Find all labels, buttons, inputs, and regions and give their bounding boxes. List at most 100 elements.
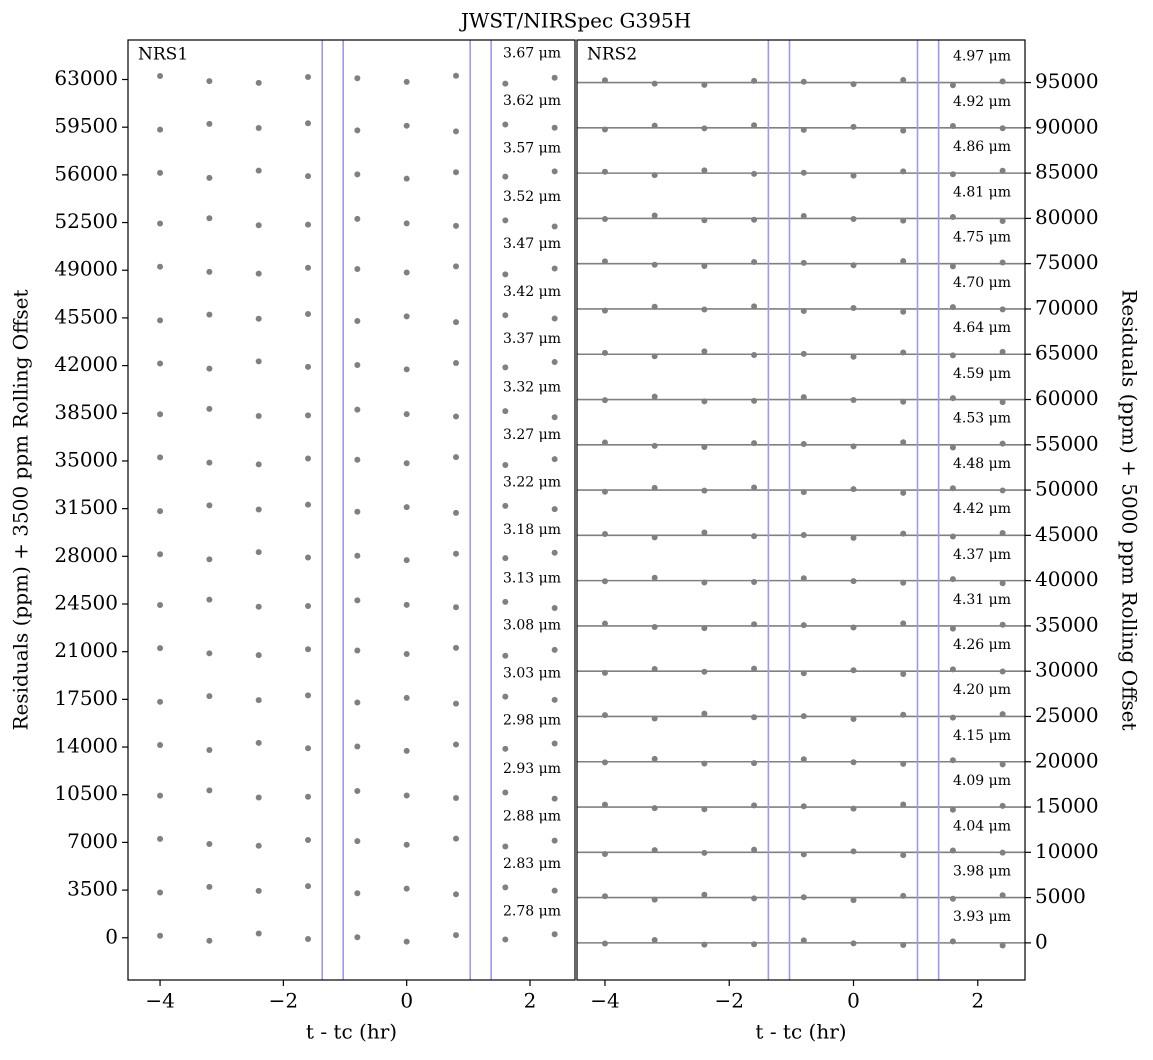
residual-point	[551, 549, 558, 556]
wavelength-label: 4.70 μm	[953, 275, 1011, 291]
residual-point	[900, 892, 907, 899]
residual-point	[651, 805, 658, 812]
residual-point	[701, 760, 708, 767]
residual-point	[403, 694, 410, 701]
residual-point	[255, 167, 262, 174]
x-tick-label: −2	[269, 989, 298, 1013]
residual-point	[502, 80, 509, 87]
residual-point	[900, 852, 907, 859]
residual-point	[551, 223, 558, 230]
wavelength-label: 3.18 μm	[503, 522, 561, 538]
residual-point	[751, 77, 758, 84]
residual-point	[850, 716, 857, 723]
residual-point	[701, 529, 708, 536]
residual-point	[800, 803, 807, 810]
residual-point	[999, 399, 1006, 406]
residual-point	[651, 755, 658, 762]
residual-point	[403, 504, 410, 511]
residual-point	[502, 693, 509, 700]
residual-point	[751, 941, 758, 948]
residual-point	[354, 699, 361, 706]
y-tick-label: 55000	[1035, 431, 1099, 455]
residual-point	[453, 741, 460, 748]
residual-point	[453, 604, 460, 611]
residual-point	[354, 318, 361, 325]
residual-point	[800, 670, 807, 677]
residual-point	[850, 397, 857, 404]
wavelength-label: 2.78 μm	[503, 903, 561, 919]
residual-point	[305, 692, 312, 699]
residual-point	[206, 311, 213, 318]
residual-point	[354, 171, 361, 178]
residual-point	[502, 408, 509, 415]
x-tick-label: 2	[971, 989, 984, 1013]
residual-point	[651, 442, 658, 449]
residual-point	[850, 486, 857, 493]
residual-point	[354, 127, 361, 134]
residual-point	[751, 714, 758, 721]
wavelength-label: 2.83 μm	[503, 856, 561, 872]
residual-point	[206, 747, 213, 754]
x-tick-label: 0	[847, 989, 860, 1013]
residual-point	[502, 121, 509, 128]
panel-title: NRS2	[587, 45, 637, 65]
residual-point	[305, 363, 312, 370]
residual-point	[701, 891, 708, 898]
residual-point	[354, 788, 361, 795]
x-tick-label: −4	[590, 989, 619, 1013]
residual-point	[850, 304, 857, 311]
residual-point	[551, 359, 558, 366]
residual-point	[949, 123, 956, 130]
residual-point	[701, 306, 708, 313]
y-tick-label: 49000	[54, 257, 118, 281]
y-tick-label: 95000	[1035, 69, 1099, 93]
residual-point	[949, 444, 956, 451]
residual-point	[305, 412, 312, 419]
y-tick-label: 35000	[1035, 612, 1099, 636]
residual-point	[601, 258, 608, 265]
residual-point	[601, 801, 608, 808]
residual-point	[502, 271, 509, 278]
y-tick-label: 25000	[1035, 703, 1099, 727]
residual-point	[206, 556, 213, 563]
wavelength-label: 4.53 μm	[953, 411, 1011, 427]
residual-point	[850, 443, 857, 450]
x-axis-label: t - tc (hr)	[306, 1020, 397, 1044]
y-tick-label: 45500	[54, 304, 118, 328]
residual-point	[403, 792, 410, 799]
residual-point	[354, 406, 361, 413]
residual-point	[900, 620, 907, 627]
residual-point	[751, 533, 758, 540]
residual-point	[601, 126, 608, 133]
y-tick-label: 80000	[1035, 205, 1099, 229]
residual-point	[751, 578, 758, 585]
wavelength-label: 4.31 μm	[953, 592, 1011, 608]
residual-point	[900, 127, 907, 134]
residual-point	[999, 167, 1006, 174]
residual-point	[502, 364, 509, 371]
residual-point	[900, 760, 907, 767]
y-tick-label: 14000	[54, 734, 118, 758]
residual-point	[157, 220, 164, 227]
residual-point	[157, 411, 164, 418]
residual-point	[502, 312, 509, 319]
residual-point	[403, 885, 410, 892]
residual-point	[305, 603, 312, 610]
wavelength-label: 3.22 μm	[503, 475, 561, 491]
residual-point	[701, 487, 708, 494]
residual-point	[999, 892, 1006, 899]
residual-point	[751, 397, 758, 404]
residual-point	[949, 714, 956, 721]
residual-point	[157, 932, 164, 939]
residual-point	[502, 217, 509, 224]
residual-point	[255, 315, 262, 322]
residual-point	[453, 794, 460, 801]
y-tick-label: 65000	[1035, 341, 1099, 365]
residual-point	[453, 169, 460, 176]
residual-point	[354, 75, 361, 82]
residual-point	[999, 849, 1006, 856]
residual-point	[999, 78, 1006, 85]
residual-point	[800, 531, 807, 538]
y-tick-label: 0	[105, 924, 118, 948]
residual-point	[453, 700, 460, 707]
